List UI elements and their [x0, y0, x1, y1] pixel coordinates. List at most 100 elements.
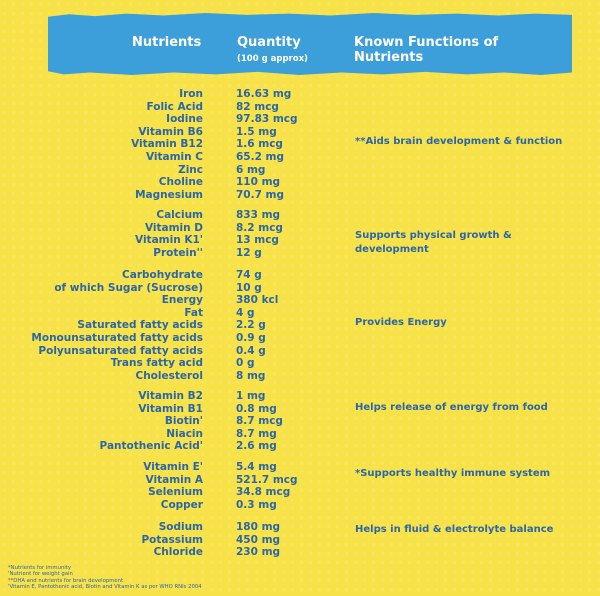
nutrient-function: **Aids brain development & function	[355, 136, 563, 147]
nutrient-name: Protein''	[153, 246, 203, 259]
nutrient-quantity: 110 mg	[236, 176, 281, 189]
nutrient-name: Biotin'	[164, 415, 203, 428]
nutrient-name: Vitamin C	[145, 151, 203, 163]
nutrient-quantity: 8.7 mcg	[236, 415, 283, 428]
nutrient-row: Cholesterol 8 mg	[0, 370, 600, 383]
nutrient-name: Iron	[179, 88, 203, 100]
nutrient-quantity: 2.2 g	[236, 319, 266, 332]
nutrient-name: Choline	[158, 176, 203, 189]
nutrient-name: Iodine	[166, 113, 203, 126]
nutrient-row: Iron 16.63 mg	[0, 88, 600, 101]
nutrient-row: of which Sugar (Sucrose) 10 g	[0, 282, 600, 295]
footnote: 'Nutrient for weight gain	[8, 571, 73, 578]
nutrient-name: Vitamin B6	[138, 125, 203, 138]
nutrient-quantity: 16.63 mg	[236, 88, 292, 100]
nutrient-quantity: 0.8 mg	[236, 402, 277, 415]
nutrient-quantity: 12 g	[236, 246, 262, 259]
nutrient-row: Niacin 8.7 mg	[0, 428, 600, 441]
nutrient-row: Vitamin B12 1.6 mcg	[0, 138, 600, 151]
nutrient-quantity: 82 mcg	[236, 100, 279, 113]
nutrient-quantity: 1.6 mcg	[236, 138, 283, 151]
nutrient-row: Zinc 6 mg	[0, 164, 600, 177]
nutrient-quantity: 5.4 mg	[236, 461, 277, 473]
nutrient-name: Calcium	[156, 209, 203, 221]
quantity-unit-note: (100 g approx)	[237, 54, 308, 64]
nutrient-row: Vitamin B1 0.8 mg	[0, 403, 600, 416]
nutrient-function: Helps release of energy from food	[355, 402, 548, 413]
nutrient-quantity: 10 g	[236, 281, 262, 294]
nutrient-row: Iodine 97.83 mcg	[0, 113, 600, 126]
nutrient-row: Copper 0.3 mg	[0, 499, 600, 512]
nutrient-name: Vitamin B12	[131, 138, 203, 151]
nutrient-row: Folic Acid 82 mcg	[0, 101, 600, 114]
nutrient-name: Pantothenic Acid'	[99, 440, 203, 453]
nutrient-function: *Supports healthy immune system	[355, 468, 551, 479]
nutrient-row: Calcium 833 mg	[0, 209, 600, 222]
nutrient-row: Potassium 450 mg	[0, 534, 600, 547]
footnotes: *Nutrients for immunity 'Nutrient for we…	[8, 565, 428, 591]
nutrient-quantity: 0 g	[236, 357, 255, 370]
nutrient-quantity: 2.6 mg	[236, 440, 277, 453]
nutrient-quantity: 4 g	[236, 306, 255, 319]
nutrient-row: Chloride 230 mg	[0, 546, 600, 559]
nutrient-row: Sodium 180 mg	[0, 521, 600, 534]
nutrient-function: Provides Energy	[355, 317, 447, 328]
nutrient-name: Magnesium	[135, 188, 203, 201]
nutrient-quantity: 450 mg	[236, 533, 281, 546]
nutrient-quantity: 97.83 mcg	[236, 113, 298, 126]
nutrient-quantity: 833 mg	[236, 209, 281, 221]
nutrient-function: Supports physical growth & development	[355, 230, 512, 255]
nutrient-row: Saturated fatty acids 2.2 g	[0, 319, 600, 332]
nutrient-name: Niacin	[166, 427, 203, 440]
footnote: **DHA and nutrients for brain developmen…	[8, 577, 124, 584]
nutrient-name: Zinc	[178, 163, 203, 176]
nutrient-name: Vitamin K1'	[135, 234, 203, 247]
nutrient-name: Fat	[184, 306, 203, 319]
nutrient-name: Potassium	[141, 533, 203, 546]
nutrient-row: Biotin' 8.7 mcg	[0, 415, 600, 428]
nutrient-row: Vitamin K1' 13 mcg	[0, 234, 600, 247]
nutrient-function: Helps in fluid & electrolyte balance	[355, 524, 554, 535]
nutrient-quantity: 0.4 g	[236, 344, 266, 357]
nutrient-row: Fat 4 g	[0, 307, 600, 320]
nutrient-quantity: 34.8 mcg	[236, 486, 291, 499]
nutrient-quantity: 65.2 mg	[236, 151, 285, 163]
nutrient-row: Protein'' 12 g	[0, 247, 600, 260]
quantity-column-header: Quantity	[237, 35, 301, 50]
nutrient-name: of which Sugar (Sucrose)	[54, 281, 203, 294]
nutrient-name: Chloride	[153, 546, 203, 559]
nutrient-row: Choline 110 mg	[0, 176, 600, 189]
nutrient-quantity: 380 kcl	[236, 294, 279, 307]
nutrient-row: Polyunsaturated fatty acids 0.4 g	[0, 345, 600, 358]
nutrient-quantity: 8.2 mcg	[236, 221, 283, 234]
nutrient-name: Trans fatty acid	[110, 357, 203, 370]
nutrient-name: Polyunsaturated fatty acids	[38, 344, 203, 357]
functions-column-header: Known Functions of Nutrients	[354, 35, 499, 65]
footnote: 'Vitamin E, Pantothenic acid, Biotin and…	[8, 584, 202, 591]
nutrient-row: Pantothenic Acid' 2.6 mg	[0, 440, 600, 453]
nutrient-name: Selenium	[148, 486, 203, 499]
nutrient-quantity: 0.3 mg	[236, 498, 277, 511]
nutrient-quantity: 8.7 mg	[236, 427, 277, 440]
nutrient-row: Monounsaturated fatty acids 0.9 g	[0, 332, 600, 345]
nutrient-name: Sodium	[158, 521, 203, 533]
nutrient-quantity: 1 mg	[236, 390, 266, 402]
nutrient-row: Vitamin E' 5.4 mg	[0, 461, 600, 474]
nutrient-row: Vitamin C 65.2 mg	[0, 151, 600, 164]
nutrient-name: Cholesterol	[135, 369, 204, 382]
header-banner	[48, 13, 572, 75]
nutrient-name: Copper	[160, 498, 203, 511]
nutrient-name: Carbohydrate	[122, 269, 203, 281]
nutrient-name: Vitamin A	[145, 473, 203, 486]
nutrient-quantity: 74 g	[236, 269, 262, 281]
nutrient-row: Vitamin D 8.2 mcg	[0, 222, 600, 235]
nutrients-column-header: Nutrients	[132, 35, 202, 50]
nutrient-name: Vitamin B1	[138, 402, 203, 415]
nutrient-quantity: 13 mcg	[236, 234, 279, 247]
nutrient-row: Carbohydrate 74 g	[0, 269, 600, 282]
nutrient-name: Vitamin D	[144, 221, 203, 234]
nutrient-quantity: 230 mg	[236, 546, 281, 559]
nutrient-quantity: 70.7 mg	[236, 188, 285, 201]
nutrient-quantity: 180 mg	[236, 521, 281, 533]
